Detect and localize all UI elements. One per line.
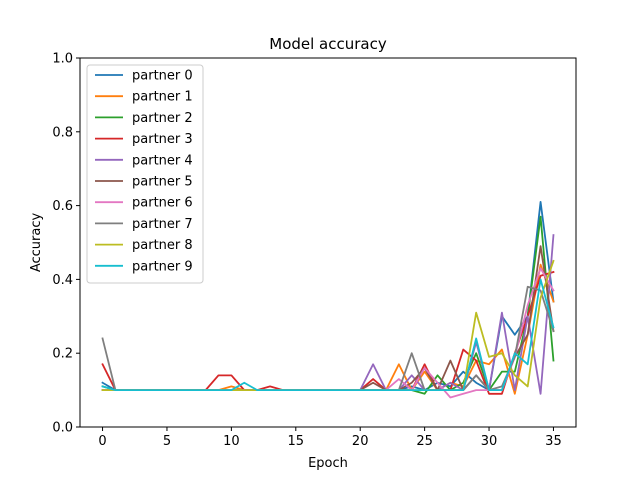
- legend-label-partner-8: partner 8: [132, 238, 193, 253]
- legend-label-partner-1: partner 1: [132, 90, 193, 105]
- chart-title: Model accuracy: [269, 35, 387, 53]
- x-tick-label: 0: [98, 434, 106, 449]
- series-line-partner-9: [101, 278, 555, 392]
- x-tick-label: 10: [223, 434, 240, 449]
- y-tick-label: 0.0: [52, 421, 73, 436]
- plot-area: [101, 201, 555, 399]
- legend-label-partner-7: partner 7: [132, 217, 193, 232]
- legend-label-partner-9: partner 9: [132, 259, 193, 274]
- legend: partner 0 partner 1 partner 2 partner 3 part…: [86, 64, 204, 284]
- x-tick-label: 5: [163, 434, 171, 449]
- y-tick-label: 0.4: [52, 273, 73, 288]
- y-tick-label: 1.0: [52, 52, 73, 67]
- plot-frame: [79, 57, 577, 428]
- legend-label-partner-5: partner 5: [132, 175, 193, 190]
- y-axis-label: Accuracy: [29, 213, 44, 273]
- y-tick-label: 0.2: [52, 347, 73, 362]
- x-tick-label: 20: [352, 434, 369, 449]
- legend-label-partner-6: partner 6: [132, 196, 193, 211]
- y-tick-label: 0.8: [52, 125, 73, 140]
- legend-label-partner-2: partner 2: [132, 111, 193, 126]
- x-axis-label: Epoch: [308, 456, 348, 471]
- legend-label-partner-4: partner 4: [132, 153, 193, 168]
- y-tick-label: 0.6: [52, 199, 73, 214]
- legend-label-partner-0: partner 0: [132, 69, 193, 84]
- x-tick-label: 35: [545, 434, 562, 449]
- legend-label-partner-3: partner 3: [132, 132, 193, 147]
- x-tick-label: 15: [288, 434, 305, 449]
- x-tick-label: 25: [416, 434, 433, 449]
- legend-box: [86, 64, 204, 284]
- x-tick-label: 30: [481, 434, 498, 449]
